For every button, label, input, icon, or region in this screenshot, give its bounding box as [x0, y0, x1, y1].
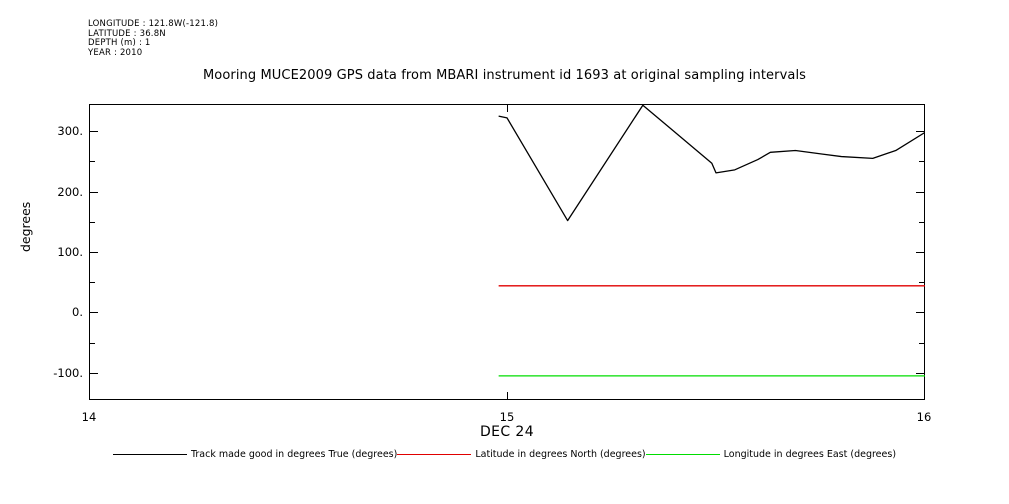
x-tick-top — [507, 104, 508, 112]
legend-entry: Track made good in degrees True (degrees… — [112, 449, 398, 460]
y-tick-label: 200. — [57, 184, 83, 199]
y-tick-minor-right — [919, 161, 925, 163]
metadata-year: YEAR : 2010 — [88, 47, 143, 58]
metadata-depth: DEPTH (m) : 1 — [88, 38, 151, 49]
data-series-layer — [498, 104, 925, 377]
y-tick-label: 0. — [72, 305, 83, 320]
y-tick-major: 300. — [57, 124, 98, 138]
y-axis-title: degrees — [18, 201, 33, 252]
y-tick-label: 300. — [57, 124, 83, 139]
x-tick — [924, 392, 925, 400]
legend-label: Latitude in degrees North (degrees) — [475, 449, 646, 460]
x-tick — [89, 392, 90, 400]
legend-swatch — [112, 453, 187, 456]
y-tick-major-right — [916, 312, 925, 314]
y-tick-major: 100. — [57, 245, 98, 259]
y-tick-major: -100. — [53, 366, 98, 380]
legend-label: Track made good in degrees True (degrees… — [190, 449, 398, 460]
x-tick — [507, 392, 508, 400]
x-tick-label: 16 — [916, 410, 932, 424]
x-axis-title: DEC 24 — [479, 424, 535, 440]
legend-swatch — [397, 453, 472, 456]
metadata-longitude: LONGITUDE : 121.8W(-121.8) — [88, 19, 219, 29]
legend-entry: Latitude in degrees North (degrees) — [397, 449, 646, 460]
y-tick-major-right — [916, 131, 925, 133]
legend-swatch — [645, 453, 720, 456]
y-tick-minor — [89, 221, 95, 223]
y-tick-major-right — [916, 191, 925, 193]
x-tick-label: 14 — [81, 410, 97, 424]
y-tick-minor — [89, 282, 95, 284]
chart-title: Mooring MUCE2009 GPS data from MBARI ins… — [202, 68, 807, 83]
plot-area: -100. 0. 100. 200. 300. 14 15 16 — [53, 104, 931, 424]
legend-entry: Longitude in degrees East (degrees) — [645, 449, 897, 460]
y-tick-major: 200. — [57, 185, 98, 199]
metadata-header: LONGITUDE : 121.8W(-121.8) LATITUDE : 36… — [88, 19, 219, 58]
y-tick-label: -100. — [53, 365, 83, 380]
y-tick-minor — [89, 342, 95, 344]
y-tick-label: 100. — [57, 245, 83, 259]
chart-legend: Track made good in degrees True (degrees… — [0, 449, 1009, 460]
series-line — [498, 104, 925, 222]
y-tick-minor-right — [919, 221, 925, 223]
y-tick-minor — [89, 161, 95, 163]
y-tick-minor-right — [919, 342, 925, 344]
x-tick-top — [89, 104, 90, 112]
x-tick-top — [924, 104, 925, 112]
metadata-latitude: LATITUDE : 36.8N — [88, 28, 166, 39]
y-tick-major-right — [916, 372, 925, 374]
y-tick-major: 0. — [72, 305, 98, 319]
y-tick-major-right — [916, 252, 925, 253]
x-tick-label: 15 — [499, 410, 515, 424]
legend-label: Longitude in degrees East (degrees) — [723, 449, 897, 460]
y-tick-minor-right — [919, 282, 925, 284]
